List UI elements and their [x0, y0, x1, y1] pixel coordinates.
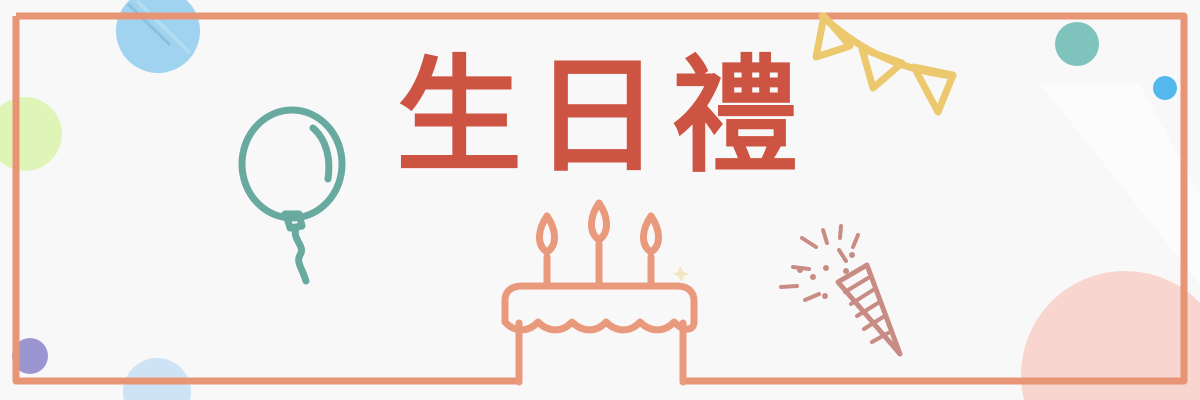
bubble-bottom-left-purple	[12, 338, 48, 374]
balloon-icon	[238, 106, 346, 285]
bubble-top-right-blue	[1153, 76, 1177, 100]
bubble-top-right-teal	[1055, 22, 1099, 66]
background-soft-facet	[1040, 84, 1200, 285]
small-sparkle-icon	[672, 266, 690, 282]
page-title: 生日禮	[396, 43, 810, 190]
frame-line	[12, 12, 1188, 385]
bubble-highlight-line	[135, 0, 192, 55]
bubble-bottom-right-pink	[1021, 271, 1200, 400]
bunting-icon	[812, 12, 957, 116]
bubble-highlight-line	[126, 2, 172, 47]
birthday-cake-icon	[501, 199, 698, 386]
party-popper-icon	[779, 224, 903, 357]
